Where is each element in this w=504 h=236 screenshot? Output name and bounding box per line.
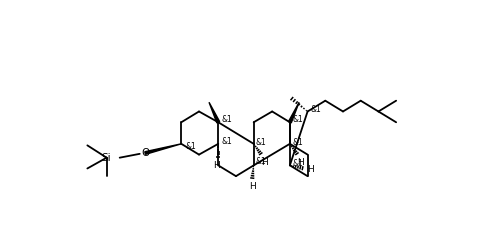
Text: &1: &1 — [221, 115, 232, 124]
Text: &1: &1 — [256, 157, 267, 166]
Text: H: H — [261, 158, 268, 167]
Text: &1: &1 — [256, 138, 267, 147]
Text: O: O — [141, 148, 149, 158]
Text: Si: Si — [102, 153, 111, 163]
Text: H: H — [213, 161, 220, 170]
Text: &1: &1 — [292, 115, 303, 124]
Text: &1: &1 — [186, 142, 197, 151]
Text: &1: &1 — [292, 159, 303, 168]
Text: &1: &1 — [310, 105, 322, 114]
Text: H: H — [307, 165, 313, 174]
Polygon shape — [209, 102, 220, 123]
Text: &1: &1 — [221, 137, 232, 146]
Text: &1: &1 — [292, 138, 303, 147]
Text: H: H — [249, 182, 256, 191]
Polygon shape — [145, 144, 181, 154]
Text: H: H — [297, 158, 304, 167]
Polygon shape — [288, 102, 299, 123]
